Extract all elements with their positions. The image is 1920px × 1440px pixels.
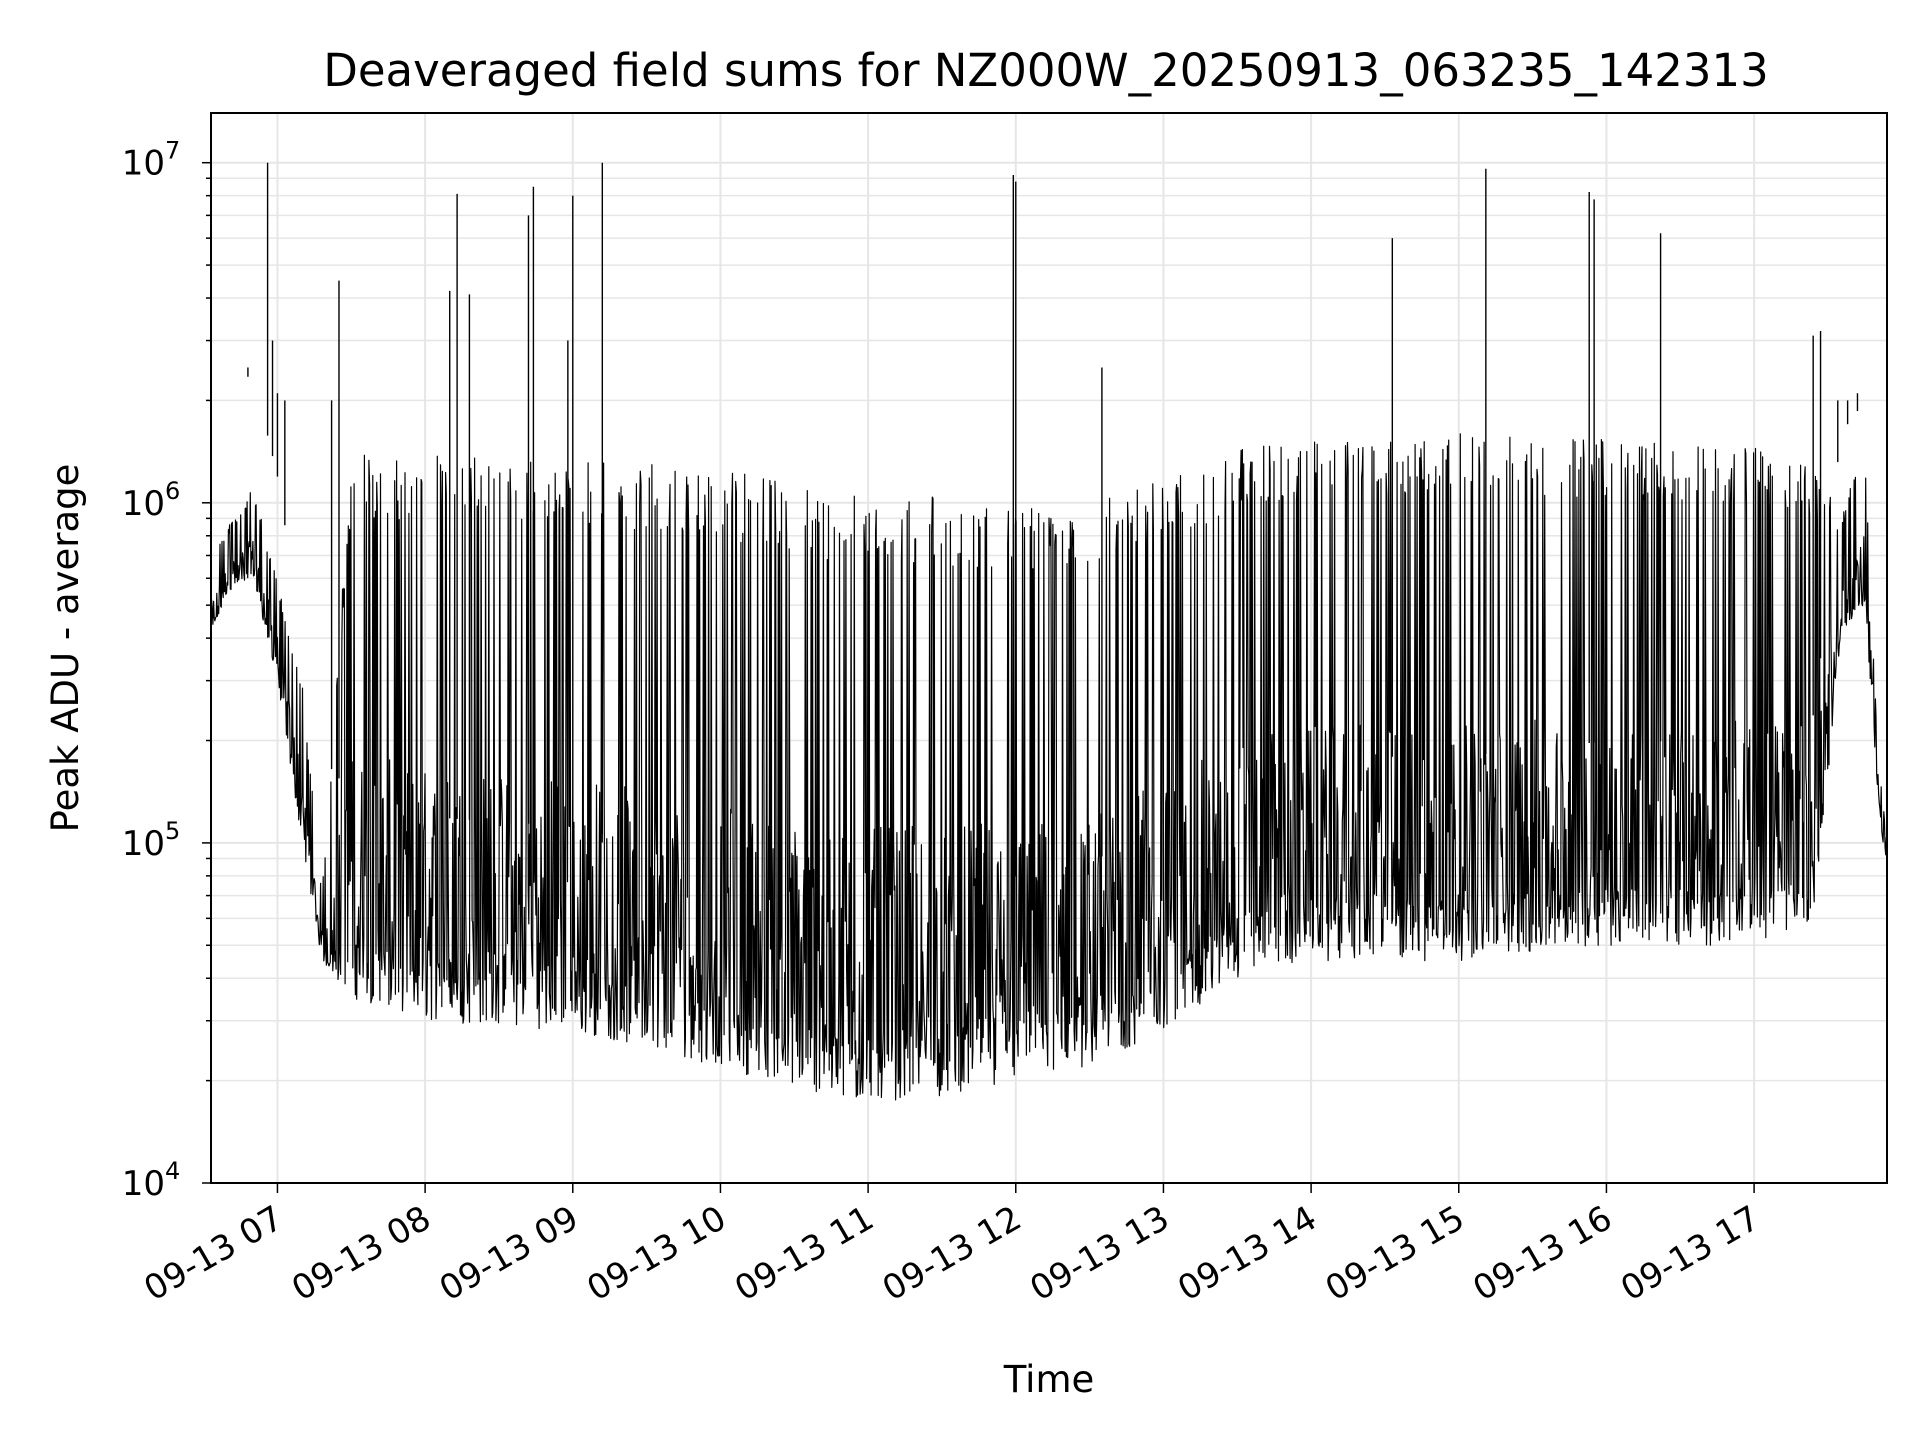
y-tick-exponent: 4 [165, 1157, 180, 1185]
x-tick-label: 09-13 12 [876, 1198, 1028, 1309]
y-tick-label: 107 [122, 137, 181, 184]
spike-lines [247, 162, 1859, 878]
y-tick-label: 105 [122, 817, 181, 864]
chart-title: Deaveraged field sums for NZ000W_2025091… [323, 44, 1769, 97]
y-tick-exponent: 6 [165, 477, 180, 505]
x-tick-label: 09-13 15 [1319, 1198, 1471, 1309]
series-line [211, 433, 1887, 1101]
x-tick-label: 09-13 10 [581, 1198, 733, 1309]
x-tick-label: 09-13 13 [1024, 1198, 1176, 1309]
y-tick-base: 10 [122, 144, 165, 184]
y-tick-label: 106 [122, 477, 181, 524]
y-tick-base: 10 [122, 824, 165, 864]
x-tick-label: 09-13 11 [728, 1198, 880, 1309]
x-tick-label: 09-13 14 [1171, 1198, 1323, 1309]
plot-frame [210, 112, 1888, 1184]
y-tick-base: 10 [122, 484, 165, 524]
x-axis-label: Time [1003, 1358, 1095, 1401]
y-tick-label: 104 [122, 1157, 181, 1204]
x-tick-label: 09-13 08 [285, 1198, 437, 1309]
x-tick-label: 09-13 17 [1614, 1198, 1766, 1309]
y-axis-label: Peak ADU - average [44, 464, 87, 833]
y-tick-exponent: 5 [165, 817, 180, 845]
x-tick-label: 09-13 16 [1467, 1198, 1619, 1309]
y-tick-exponent: 7 [165, 137, 180, 165]
x-tick-label: 09-13 07 [138, 1198, 290, 1309]
x-tick-label: 09-13 09 [433, 1198, 585, 1309]
y-tick-base: 10 [122, 1164, 165, 1204]
plot-area [211, 162, 1887, 1101]
